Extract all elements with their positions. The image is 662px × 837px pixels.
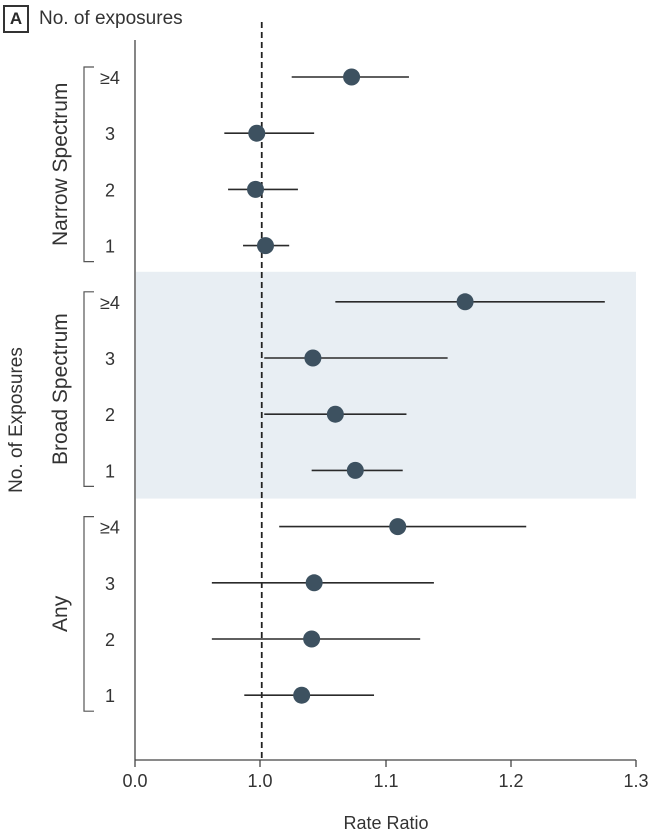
point-estimate [456,293,474,311]
row-label: 2 [105,630,115,650]
point-estimate [303,630,321,648]
group-label: Any [49,595,72,632]
group-label: Broad Spectrum [49,313,72,465]
x-tick-label: 1.1 [373,771,398,791]
point-estimate [256,237,274,255]
row-label: 3 [105,574,115,594]
row-label: 1 [105,686,115,706]
row-label: ≥4 [100,518,120,538]
panel-header: A No. of exposures [3,4,183,34]
point-estimate [343,68,361,86]
x-tick-label: 0.0 [122,771,147,791]
panel-title: No. of exposures [39,8,183,29]
y-axis-title: No. of Exposures [6,347,27,493]
row-label: 3 [105,349,115,369]
point-estimate [346,461,364,479]
row-label: ≥4 [100,293,120,313]
point-estimate [326,405,344,423]
x-tick-label: 1.0 [247,771,272,791]
x-tick-label: 1.3 [623,771,648,791]
shaded-band [136,271,636,499]
point-estimate [389,518,407,536]
row-label: 2 [105,180,115,200]
group-bracket [83,291,94,487]
point-estimate [304,349,322,367]
row-label: 1 [105,237,115,257]
row-label: 1 [105,461,115,481]
row-label: ≥4 [100,68,120,88]
point-estimate [305,574,323,592]
panel-letter: A [3,5,29,33]
x-axis-title: Rate Ratio [343,813,428,833]
row-label: 2 [105,405,115,425]
group-label: Narrow Spectrum [49,83,72,246]
group-bracket [83,66,94,263]
x-tick-label: 1.2 [498,771,523,791]
row-label: 3 [105,124,115,144]
group-bracket [83,516,94,712]
point-estimate [293,686,311,704]
point-estimate [247,180,265,198]
point-estimate [248,124,266,142]
